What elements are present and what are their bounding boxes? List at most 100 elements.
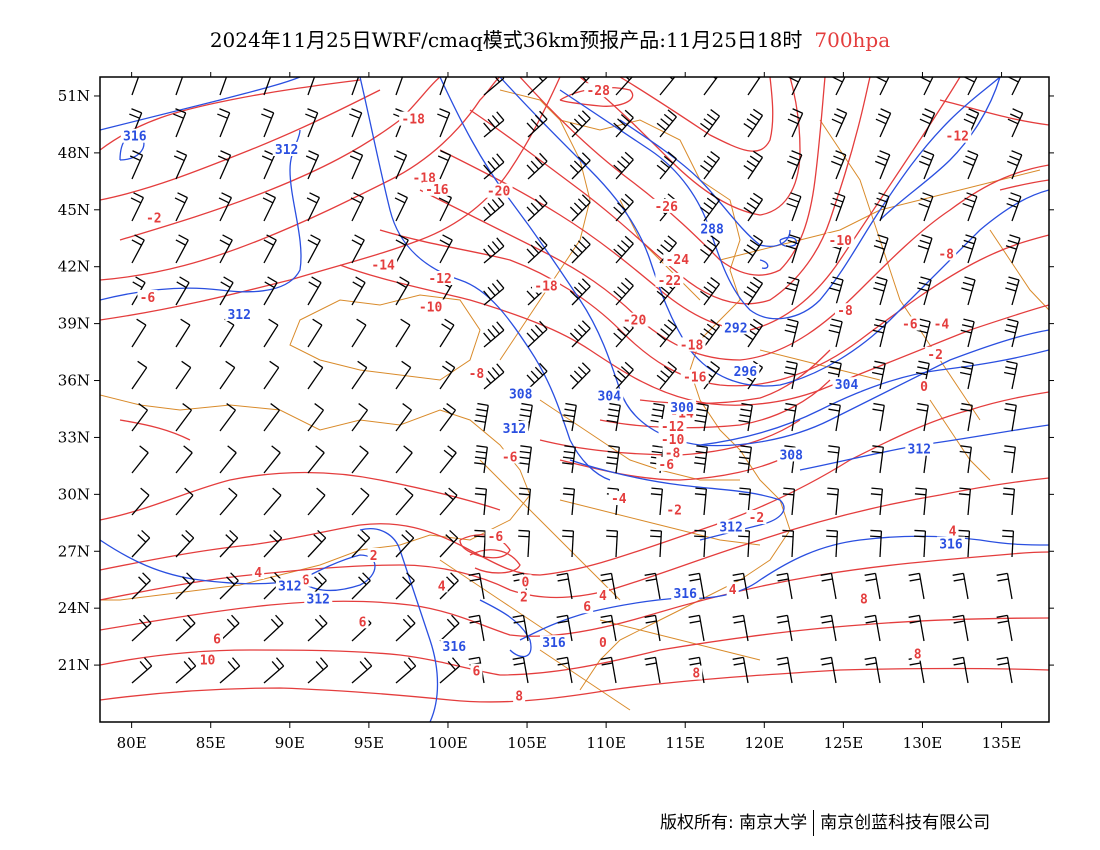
temperature-label: 6 [213,632,221,647]
height-label: 312 [278,579,301,594]
wind-barb [917,234,933,264]
wind-barb [394,192,409,222]
wind-barb [872,402,885,432]
temperature-label: 4 [949,524,957,539]
wind-barb [743,234,764,264]
wind-barb [830,192,846,222]
wind-barb [131,360,148,390]
wind-barb [600,614,617,642]
wind-barb [776,656,793,684]
wind-barb [831,108,848,138]
wind-barb [395,318,411,348]
wind-barb [131,614,152,642]
wind-barb [173,108,187,138]
height-label-bg [832,377,861,392]
height-label: 312 [275,143,298,158]
wind-barb [175,77,184,96]
wind-barb [920,77,934,96]
wind-barb [700,151,721,180]
temperature-label-bg [517,589,530,604]
wind-barb [782,529,795,558]
temperature-label: -6 [658,458,674,473]
temperature-label-bg [211,631,224,646]
temperature-label: -4 [934,318,950,333]
temperature-label-bg [857,591,870,606]
height-label: 296 [734,365,758,380]
wind-barb [219,77,228,96]
wind-barb [1007,150,1023,180]
wind-barb [219,234,233,264]
temperature-label-bg [652,198,681,213]
wind-barb [395,77,404,96]
wind-barb [873,234,889,264]
lon-tick-label: 110E [586,734,626,752]
wind-barb [483,153,505,180]
temperature-label-bg [620,312,649,327]
wind-barb [688,572,705,600]
wind-barb [474,487,488,516]
wind-barb [874,192,890,222]
wind-barb [569,194,591,222]
wind-barb [351,445,369,474]
wind-barb [569,110,591,138]
wind-barb [606,445,620,474]
wind-barb [468,572,485,600]
height-label: 312 [719,521,742,536]
wind-barb [613,151,634,180]
temperature-label-bg [656,456,677,471]
wind-barb [395,572,415,600]
temperature-label: 6 [583,600,591,615]
wind-barb [175,234,189,264]
temperature-label: -2 [666,503,682,518]
height-label-bg [731,363,760,378]
wind-barb [175,529,195,558]
temperature-label-bg [596,587,609,602]
wind-barb [1005,234,1021,264]
temperature-label: -8 [469,367,485,382]
temperature-label: -18 [680,338,704,353]
lat-tick-label: 48N [58,144,90,162]
wind-barb [958,529,971,558]
temperature-label-bg [369,257,398,272]
wind-barb [483,237,505,264]
height-label: 316 [939,538,963,553]
wind-barb [219,529,239,558]
wind-barb [569,236,591,264]
wind-barb [439,487,458,516]
temperature-label-bg [658,418,687,433]
wind-barb [219,360,236,390]
wind-barb [700,277,721,306]
wind-barb [395,234,409,264]
lon-tick-label: 85E [196,734,226,752]
wind-barb [820,614,837,642]
temperature-label: 6 [359,615,367,630]
wind-barb [307,487,326,516]
wind-barb [569,320,591,348]
wind-barb [875,150,891,180]
height-label-bg [225,307,254,322]
wind-barb [613,193,634,222]
wind-barb [820,572,837,600]
wind-barb [175,360,192,390]
temperature-label-bg [943,128,972,143]
temperature-label: 2 [520,591,528,606]
temperature-label: 2 [370,549,378,564]
wind-barb [650,529,663,558]
height-contours [100,77,1049,722]
temperature-label-bg [925,346,946,361]
height-label: 316 [443,640,467,655]
wind-barb [656,109,677,138]
height-label: 308 [779,448,803,463]
wind-barb [512,656,529,684]
temperature-label-bg [911,646,924,661]
wind-barb [961,234,977,264]
wind-barb [175,572,195,600]
wind-barb [439,318,455,348]
lat-tick-label: 39N [58,315,90,333]
wind-barb [261,108,275,138]
wind-barb [959,445,972,474]
wind-barb [864,572,881,600]
wind-barb [131,572,151,600]
wind-barb [1002,487,1016,516]
height-label-bg [777,447,806,462]
